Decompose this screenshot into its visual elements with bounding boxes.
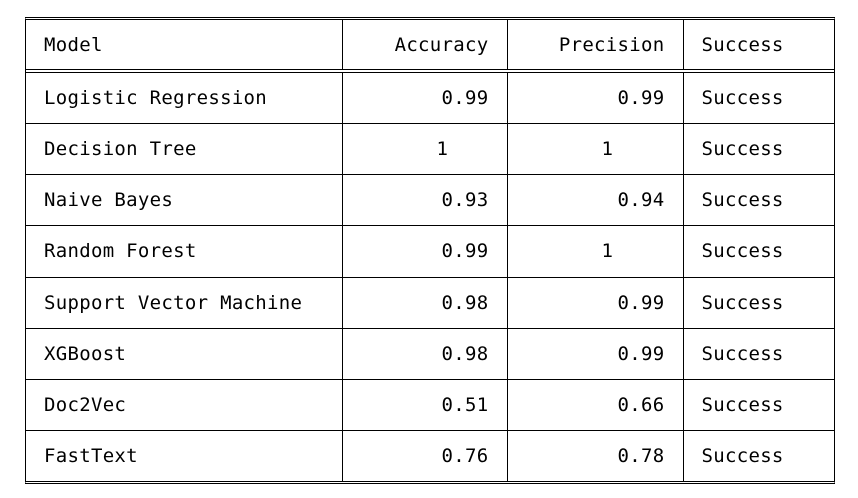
cell-precision: 1 <box>506 225 684 278</box>
cell-accuracy: 1 <box>341 123 508 176</box>
table-row: XGBoost 0.98 0.99 Success <box>26 328 834 380</box>
table-row: FastText 0.76 0.78 Success <box>26 430 834 481</box>
results-table: Model Accuracy Precision Success Logisti… <box>25 17 835 484</box>
cell-success: Success <box>682 174 834 227</box>
cell-success: Success <box>682 225 834 278</box>
table-header-row: Model Accuracy Precision Success <box>26 20 834 73</box>
cell-model: Naive Bayes <box>26 174 343 227</box>
cell-model: Doc2Vec <box>26 379 343 431</box>
cell-success: Success <box>682 430 834 481</box>
cell-model: Support Vector Machine <box>26 277 343 329</box>
table-row: Random Forest 0.99 1 Success <box>26 225 834 278</box>
cell-accuracy: 0.93 <box>341 174 508 227</box>
header-accuracy: Accuracy <box>341 20 508 73</box>
cell-accuracy: 0.98 <box>341 277 508 329</box>
cell-model: Logistic Regression <box>26 71 343 125</box>
table-body: Logistic Regression 0.99 0.99 Success De… <box>26 71 834 481</box>
header-precision: Precision <box>506 20 684 73</box>
cell-precision: 0.66 <box>506 379 684 431</box>
header-success: Success <box>682 20 834 73</box>
cell-accuracy: 0.76 <box>341 430 508 481</box>
results-table-grid: Model Accuracy Precision Success Logisti… <box>26 20 834 481</box>
cell-accuracy: 0.98 <box>341 328 508 380</box>
cell-accuracy: 0.99 <box>341 225 508 278</box>
cell-accuracy: 0.51 <box>341 379 508 431</box>
cell-success: Success <box>682 379 834 431</box>
cell-success: Success <box>682 123 834 176</box>
cell-precision: 0.99 <box>506 328 684 380</box>
cell-precision: 0.78 <box>506 430 684 481</box>
table-row: Logistic Regression 0.99 0.99 Success <box>26 71 834 125</box>
table-row: Doc2Vec 0.51 0.66 Success <box>26 379 834 431</box>
cell-model: Decision Tree <box>26 123 343 176</box>
cell-precision: 1 <box>506 123 684 176</box>
cell-precision: 0.94 <box>506 174 684 227</box>
table-row: Decision Tree 1 1 Success <box>26 123 834 176</box>
header-model: Model <box>26 20 343 73</box>
cell-model: XGBoost <box>26 328 343 380</box>
table-row: Support Vector Machine 0.98 0.99 Success <box>26 277 834 329</box>
cell-success: Success <box>682 277 834 329</box>
table-row: Naive Bayes 0.93 0.94 Success <box>26 174 834 227</box>
cell-model: Random Forest <box>26 225 343 278</box>
cell-success: Success <box>682 328 834 380</box>
cell-precision: 0.99 <box>506 277 684 329</box>
cell-success: Success <box>682 71 834 125</box>
cell-precision: 0.99 <box>506 71 684 125</box>
cell-accuracy: 0.99 <box>341 71 508 125</box>
cell-model: FastText <box>26 430 343 481</box>
